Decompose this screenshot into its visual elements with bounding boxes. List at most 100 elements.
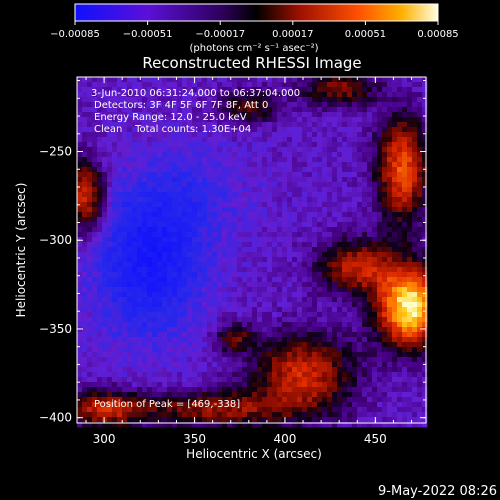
heatmap-cell (167, 372, 173, 378)
heatmap-cell (232, 287, 238, 293)
heatmap-cell (127, 157, 133, 163)
heatmap-cell (132, 382, 138, 388)
heatmap-cell (382, 107, 388, 113)
heatmap-cell (237, 342, 243, 348)
heatmap-cell (112, 137, 118, 143)
heatmap-cell (177, 162, 183, 168)
heatmap-cell (227, 257, 233, 263)
heatmap-cell (387, 122, 393, 128)
heatmap-cell (347, 347, 353, 353)
heatmap-cell (357, 347, 363, 353)
heatmap-cell (292, 202, 298, 208)
heatmap-cell (232, 327, 238, 333)
heatmap-cell (182, 372, 188, 378)
heatmap-cell (152, 247, 158, 253)
heatmap-cell (227, 382, 233, 388)
heatmap-cell (292, 222, 298, 228)
heatmap-cell (162, 287, 168, 293)
heatmap-cell (257, 197, 263, 203)
heatmap-cell (212, 107, 218, 113)
heatmap-cell (252, 247, 258, 253)
heatmap-cell (422, 147, 428, 153)
heatmap-cell (232, 387, 238, 393)
heatmap-cell (337, 222, 343, 228)
heatmap-cell (417, 267, 423, 273)
heatmap-cell (217, 192, 223, 198)
heatmap-cell (342, 152, 348, 158)
heatmap-cell (362, 402, 368, 408)
heatmap-cell (312, 102, 318, 108)
heatmap-cell (357, 147, 363, 153)
heatmap-cell (152, 327, 158, 333)
heatmap-cell (422, 367, 428, 373)
heatmap-cell (147, 307, 153, 313)
heatmap-cell (222, 397, 228, 403)
heatmap-cell (322, 302, 328, 308)
heatmap-cell (127, 422, 133, 428)
heatmap-cell (317, 182, 323, 188)
heatmap-cell (102, 122, 108, 128)
heatmap-cell (327, 117, 333, 123)
heatmap-cell (312, 337, 318, 343)
heatmap-cell (232, 402, 238, 408)
heatmap-cell (397, 347, 403, 353)
heatmap-cell (82, 362, 88, 368)
heatmap-cell (87, 117, 93, 123)
heatmap-cell (112, 252, 118, 258)
heatmap-cell (227, 207, 233, 213)
heatmap-cell (412, 352, 418, 358)
heatmap-cell (82, 87, 88, 93)
heatmap-cell (147, 312, 153, 318)
heatmap-cell (147, 217, 153, 223)
heatmap-cell (102, 187, 108, 193)
heatmap-cell (167, 132, 173, 138)
heatmap-cell (407, 172, 413, 178)
heatmap-cell (362, 247, 368, 253)
heatmap-cell (357, 292, 363, 298)
heatmap-cell (297, 392, 303, 398)
heatmap-cell (322, 82, 328, 88)
heatmap-cell (162, 127, 168, 133)
heatmap-cell (142, 377, 148, 383)
heatmap-cell (297, 202, 303, 208)
heatmap-cell (127, 112, 133, 118)
heatmap-cell (122, 262, 128, 268)
heatmap-cell (342, 242, 348, 248)
heatmap-cell (247, 232, 253, 238)
heatmap-cell (112, 257, 118, 263)
heatmap-cell (162, 337, 168, 343)
heatmap-cell (202, 132, 208, 138)
heatmap-cell (237, 262, 243, 268)
heatmap-cell (392, 317, 398, 323)
heatmap-cell (332, 357, 338, 363)
heatmap-cell (297, 362, 303, 368)
heatmap-cell (117, 237, 123, 243)
heatmap-cell (267, 342, 273, 348)
heatmap-cell (337, 157, 343, 163)
heatmap-cell (382, 272, 388, 278)
heatmap-cell (212, 267, 218, 273)
heatmap-cell (247, 237, 253, 243)
heatmap-cell (377, 337, 383, 343)
heatmap-cell (297, 152, 303, 158)
heatmap-cell (332, 137, 338, 143)
heatmap-cell (157, 397, 163, 403)
heatmap-cell (232, 377, 238, 383)
heatmap-cell (272, 192, 278, 198)
heatmap-cell (137, 147, 143, 153)
heatmap-cell (167, 237, 173, 243)
heatmap-cell (392, 347, 398, 353)
heatmap-cell (332, 92, 338, 98)
heatmap-cell (177, 117, 183, 123)
heatmap-cell (152, 252, 158, 258)
heatmap-cell (272, 267, 278, 273)
heatmap-cell (422, 417, 428, 423)
heatmap-cell (107, 312, 113, 318)
heatmap-cell (157, 342, 163, 348)
heatmap-cell (242, 192, 248, 198)
heatmap-cell (182, 247, 188, 253)
heatmap-cell (252, 312, 258, 318)
heatmap-cell (342, 187, 348, 193)
heatmap-cell (132, 122, 138, 128)
heatmap-cell (232, 267, 238, 273)
